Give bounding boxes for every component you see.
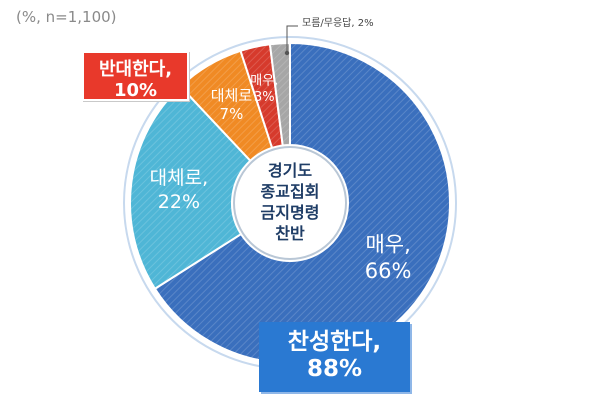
pie-slice-texture <box>130 86 251 289</box>
center-title-line: 경기도 <box>268 161 312 180</box>
oppose-total-value: 10% <box>113 80 158 102</box>
oppose-total-box: 반대한다, 10% <box>82 51 189 101</box>
center-title-line: 종교집회 <box>261 182 320 201</box>
support-total-box: 찬성한다, 88% <box>259 322 410 392</box>
pie-slice-texture <box>269 43 290 146</box>
center-title-line: 찬반 <box>275 224 305 243</box>
support-total-value: 88% <box>306 356 363 383</box>
center-title-line: 금지명령 <box>261 203 320 222</box>
support-total-label: 찬성한다, <box>287 329 382 355</box>
pie-slice-texture <box>240 44 283 148</box>
sample-note: (%, n=1,100) <box>16 8 117 26</box>
no-answer-label: 모름/무응답, 2% <box>302 18 374 29</box>
slice-label: 대체로 7% <box>211 86 253 123</box>
no-answer-leader-dot <box>284 50 290 56</box>
slice-label: 매우, 66% <box>365 233 412 283</box>
no-answer-leader-line <box>286 25 298 53</box>
pie-slice-texture <box>180 50 273 161</box>
slice-label: 대체로, 22% <box>150 167 208 213</box>
slice-label: 매우, 3% <box>250 74 278 105</box>
pie-slice-texture <box>154 43 450 363</box>
donut-center <box>233 146 347 260</box>
oppose-total-label: 반대한다, <box>98 59 173 80</box>
